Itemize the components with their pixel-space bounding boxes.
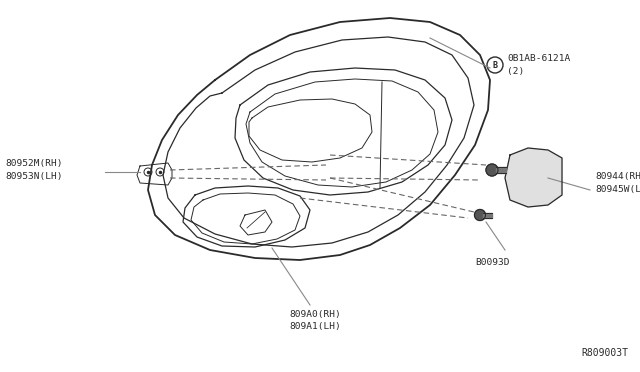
Circle shape bbox=[486, 164, 498, 176]
Text: 0B1AB-6121A
(2): 0B1AB-6121A (2) bbox=[507, 54, 570, 76]
Text: R809003T: R809003T bbox=[581, 348, 628, 358]
Text: 80944(RH)
80945W(LH): 80944(RH) 80945W(LH) bbox=[595, 172, 640, 194]
Text: B: B bbox=[493, 61, 497, 70]
Circle shape bbox=[474, 209, 486, 221]
Text: 809A0(RH)
809A1(LH): 809A0(RH) 809A1(LH) bbox=[289, 310, 341, 331]
Bar bbox=[496, 167, 506, 173]
Text: 80952M(RH)
80953N(LH): 80952M(RH) 80953N(LH) bbox=[5, 159, 63, 181]
Text: B0093D: B0093D bbox=[475, 258, 509, 267]
Bar bbox=[483, 212, 492, 218]
Polygon shape bbox=[505, 148, 562, 207]
